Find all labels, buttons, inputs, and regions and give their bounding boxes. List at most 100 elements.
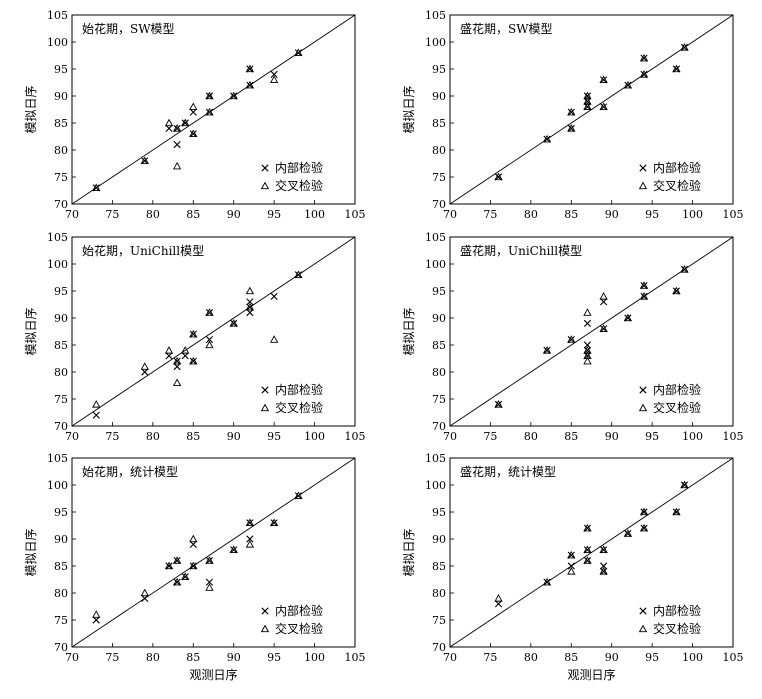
y-tick-label: 95	[54, 506, 68, 519]
panel-title: 盛花期，SW模型	[460, 21, 553, 36]
x-tick-label: 75	[483, 651, 497, 664]
internal-validation-point	[543, 135, 551, 143]
cross-validation-point	[140, 588, 149, 597]
internal-validation-point	[543, 578, 551, 586]
x-tick-label: 80	[524, 651, 538, 664]
x-axis-label: 观测日序	[189, 667, 237, 682]
y-tick-label: 80	[54, 144, 68, 157]
panel-title: 始花期，统计模型	[82, 464, 178, 479]
x-marker-stroke	[294, 49, 302, 57]
cross-validation-point	[494, 172, 503, 181]
cross-validation-point	[172, 556, 182, 564]
x-marker-stroke	[92, 184, 100, 192]
x-tick-label: 105	[723, 430, 744, 443]
x-marker-stroke	[165, 124, 173, 132]
x-marker-stroke	[567, 124, 575, 132]
x-tick-label: 95	[645, 430, 659, 443]
internal-validation-point	[583, 346, 592, 354]
internal-validation-point	[173, 357, 181, 365]
cross-validation-point	[672, 507, 681, 516]
cross-validation-point	[229, 545, 238, 553]
y-tick-label: 75	[54, 393, 68, 406]
plot-frame	[71, 457, 356, 648]
y-tick-label: 90	[432, 533, 446, 546]
x-marker-stroke	[583, 97, 592, 105]
internal-validation-point	[92, 616, 100, 624]
y-tick-label: 80	[54, 366, 68, 379]
internal-validation-point	[189, 562, 197, 570]
cross-validation-point	[205, 107, 214, 116]
cross-validation-point	[583, 351, 592, 359]
internal-validation-point	[246, 519, 254, 527]
internal-validation-point	[270, 70, 278, 78]
x-marker-stroke	[639, 386, 647, 394]
internal-validation-point	[205, 557, 214, 565]
internal-validation-point	[567, 124, 575, 132]
x-marker-stroke	[173, 363, 181, 371]
internal-validation-point	[640, 282, 648, 290]
internal-validation-point	[600, 325, 608, 333]
internal-validation-point	[189, 540, 197, 548]
internal-validation-point	[189, 357, 197, 365]
x-marker-stroke	[640, 508, 648, 516]
y-tick-label: 90	[432, 312, 446, 325]
cross-validation-point	[583, 545, 592, 553]
y-tick-label: 105	[425, 9, 446, 22]
internal-validation-point	[680, 265, 689, 273]
x-marker-stroke	[583, 524, 592, 532]
cross-validation-point	[92, 183, 101, 191]
x-marker-stroke	[230, 546, 238, 554]
x-marker-stroke	[583, 546, 592, 554]
y-tick-label: 70	[54, 198, 68, 211]
internal-validation-point	[583, 546, 592, 554]
x-marker-stroke	[246, 309, 254, 317]
x-marker-stroke	[583, 92, 592, 100]
internal-validation-point	[567, 562, 575, 570]
cross-validation-point	[245, 518, 255, 526]
x-tick-label: 100	[304, 430, 325, 443]
cross-validation-point	[623, 80, 633, 89]
internal-validation-point	[583, 319, 592, 327]
y-tick-label: 95	[54, 63, 68, 76]
cross-validation-point	[189, 329, 198, 338]
y-tick-label: 90	[54, 90, 68, 103]
x-marker-stroke	[600, 103, 608, 111]
y-tick-label: 95	[54, 285, 68, 298]
legend-label-internal: 内部检验	[275, 382, 323, 397]
y-tick-label: 75	[54, 614, 68, 627]
internal-validation-point	[600, 562, 608, 570]
internal-validation-point	[173, 141, 181, 149]
cross-validation-point	[672, 64, 681, 73]
cross-validation-point	[140, 362, 149, 370]
x-tick-label: 105	[723, 208, 744, 221]
cross-validation-point	[583, 356, 592, 365]
internal-validation-point	[624, 81, 632, 89]
x-marker-stroke	[294, 492, 302, 500]
internal-validation-point	[230, 319, 238, 327]
x-tick-label: 85	[564, 208, 578, 221]
x-marker-stroke	[270, 70, 278, 78]
cross-validation-point	[599, 324, 608, 332]
x-tick-label: 105	[345, 430, 366, 443]
y-tick-label: 85	[54, 339, 68, 352]
cross-validation-point	[567, 107, 576, 116]
internal-validation-point	[205, 336, 214, 344]
internal-validation-point	[583, 557, 592, 565]
x-tick-label: 75	[105, 208, 119, 221]
internal-validation-point	[672, 65, 680, 73]
x-marker-stroke	[640, 54, 648, 62]
y-tick-label: 100	[47, 479, 68, 492]
x-marker-stroke	[640, 282, 648, 290]
cross-validation-point	[680, 265, 689, 273]
x-marker-stroke	[639, 164, 647, 172]
cross-validation-point	[172, 577, 182, 586]
x-marker-stroke	[600, 325, 608, 333]
legend-x-marker	[261, 164, 269, 172]
cross-validation-point	[189, 561, 198, 570]
cross-validation-point	[583, 523, 592, 532]
x-marker-stroke	[181, 352, 189, 360]
x-marker-stroke	[567, 551, 575, 559]
x-marker-stroke	[189, 108, 197, 116]
x-marker-stroke	[680, 265, 689, 273]
x-tick-label: 80	[146, 651, 160, 664]
